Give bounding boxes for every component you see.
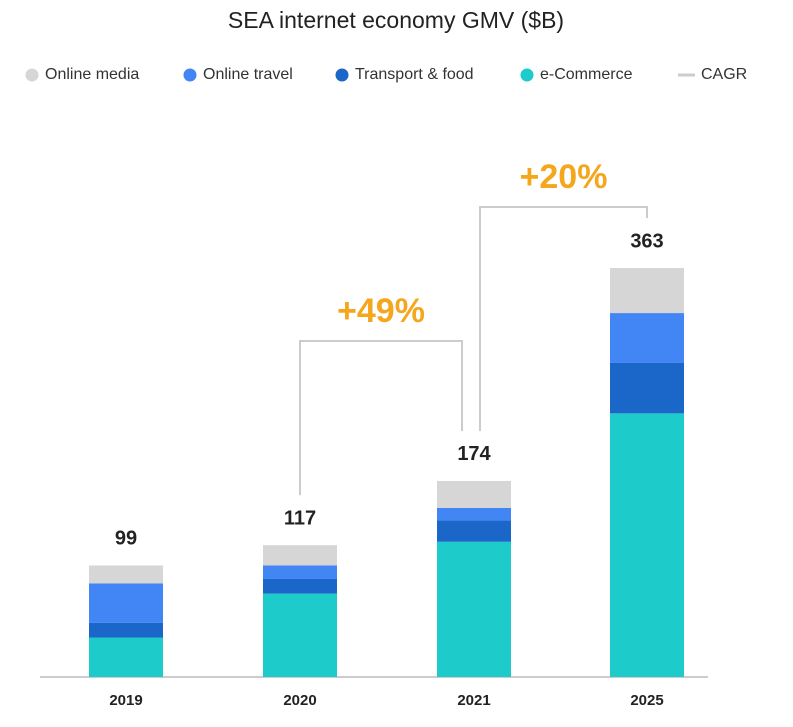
legend-swatch — [183, 68, 197, 82]
legend-swatch — [335, 68, 349, 82]
bar-segment — [610, 313, 684, 363]
bar-segment — [437, 480, 511, 508]
x-tick-label: 2025 — [630, 692, 663, 709]
bar-segment — [263, 578, 337, 594]
legend-label: Online travel — [203, 66, 293, 83]
chart-title: SEA internet economy GMV ($B) — [228, 7, 564, 33]
bar-segment — [89, 622, 163, 638]
cagr-label: +49% — [337, 292, 425, 330]
x-tick-label: 2020 — [283, 692, 316, 709]
x-tick-label: 2021 — [457, 692, 490, 709]
bar-segment — [89, 583, 163, 623]
bar-segment — [263, 593, 337, 677]
legend-swatch — [520, 68, 534, 82]
legend-label: Online media — [45, 66, 139, 83]
bar-segment — [89, 565, 163, 584]
bar-segment — [610, 268, 684, 314]
cagr-label: +20% — [520, 158, 608, 196]
bar-segment — [610, 413, 684, 677]
bar-segment — [437, 541, 511, 677]
legend-swatch — [25, 68, 39, 82]
bar-segment — [437, 520, 511, 542]
x-tick-label: 2019 — [109, 692, 142, 709]
total-label: 117 — [284, 507, 316, 529]
total-label: 363 — [630, 230, 663, 252]
total-label: 174 — [457, 443, 491, 465]
legend-label: CAGR — [701, 66, 747, 83]
cagr-bracket — [479, 206, 648, 431]
bar-segment — [89, 637, 163, 677]
legend-label: e-Commerce — [540, 66, 633, 83]
bar-segment — [263, 565, 337, 579]
legend-label: Transport & food — [355, 66, 474, 83]
bar-segment — [263, 545, 337, 566]
bar-segment — [610, 362, 684, 414]
bar-segment — [437, 507, 511, 521]
cagr-bracket — [299, 339, 463, 496]
total-label: 99 — [115, 528, 137, 550]
